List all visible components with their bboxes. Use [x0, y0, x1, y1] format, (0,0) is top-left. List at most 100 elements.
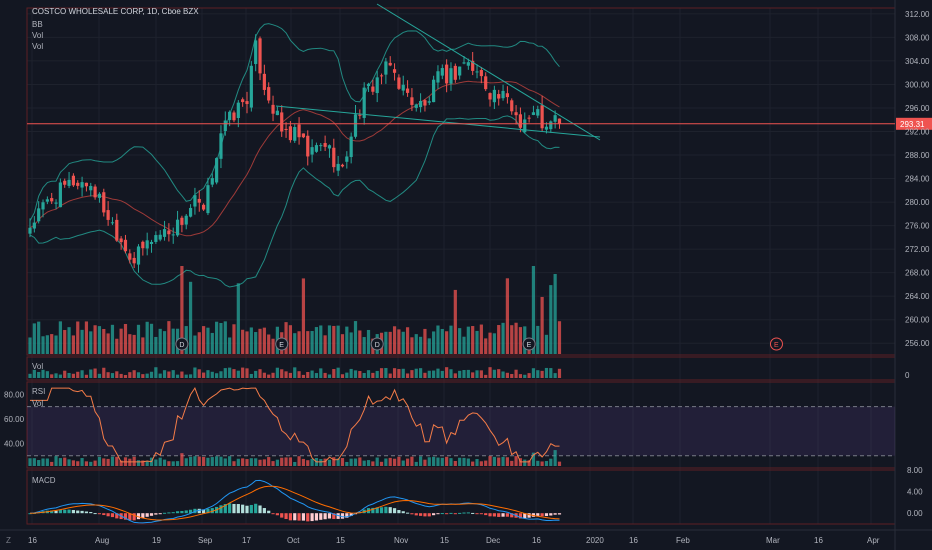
indicator-label-vol-2[interactable]: Vol [32, 42, 44, 51]
volume-bar [349, 332, 353, 354]
macd-tick-label: 8.00 [907, 466, 923, 475]
candle-body [58, 182, 62, 208]
candle-body [71, 175, 75, 186]
volume-bar [306, 331, 310, 354]
volume-bar [232, 324, 236, 354]
volume-bar [314, 327, 319, 354]
macd-pane-label[interactable]: MACD [32, 476, 56, 485]
indicator-label-vol[interactable]: Vol [32, 31, 44, 40]
volume-pane-bar [449, 369, 453, 378]
volume-pane-bar [97, 373, 102, 378]
rsi-volume-bar [219, 456, 223, 466]
macd-histogram-bar [484, 513, 488, 516]
volume-pane-bar [123, 374, 128, 378]
macd-histogram-bar [544, 513, 549, 517]
rsi-volume-bar [175, 461, 180, 466]
rsi-volume-bar [432, 456, 436, 466]
volume-bar [336, 325, 340, 354]
time-tick-label: Sep [198, 536, 213, 545]
macd-histogram-bar [523, 513, 527, 519]
macd-histogram-bar [462, 512, 466, 514]
rsi-volume-bar [119, 460, 123, 466]
rsi-volume-bar [423, 459, 427, 466]
candle-body [97, 193, 102, 198]
rsi-volume-bar [210, 457, 214, 466]
rsi-volume-bar [306, 460, 310, 466]
volume-pane-bar [327, 374, 332, 378]
candle-body [28, 227, 32, 234]
rsi-volume-bar [466, 458, 470, 466]
volume-bar [362, 337, 366, 354]
candle-body [475, 71, 479, 73]
volume-pane-bar [89, 369, 93, 378]
rsi-volume-bar [132, 456, 136, 466]
time-tick-label: 16 [532, 536, 541, 545]
volume-bar [484, 338, 488, 354]
indicator-label-bb[interactable]: BB [32, 20, 43, 29]
volume-pane-bar [241, 367, 245, 378]
volume-pane-bar [553, 373, 557, 378]
macd-histogram-bar [445, 513, 449, 515]
rsi-pane-label[interactable]: RSI [32, 387, 46, 396]
macd-histogram-bar [184, 510, 188, 514]
volume-pane-bar [188, 374, 193, 378]
macd-histogram-bar [54, 510, 58, 514]
volume-bar [223, 321, 227, 354]
volume-bar [310, 331, 314, 354]
candle-body [258, 38, 262, 74]
volume-pane-bar [453, 373, 457, 378]
rsi-volume-bar [280, 457, 284, 466]
volume-bar [210, 332, 214, 354]
rsi-volume-bar [557, 461, 562, 466]
rsi-band [27, 406, 895, 456]
rsi-volume-bar [167, 461, 171, 466]
volume-pane-bar [158, 373, 162, 378]
candle-body [89, 185, 93, 191]
volume-bar [206, 327, 210, 354]
macd-histogram-bar [50, 510, 54, 514]
candle-body [32, 222, 36, 229]
candle-body [549, 121, 553, 130]
volume-pane-label[interactable]: Vol [32, 362, 44, 371]
rsi-volume-bar [323, 458, 327, 466]
rsi-volume-bar [484, 460, 488, 466]
candle-body [427, 101, 431, 103]
volume-bar [405, 327, 410, 354]
macd-histogram-bar [306, 513, 310, 522]
pane-border [26, 7, 896, 356]
dividend-event-marker [370, 337, 384, 351]
candle-body [436, 71, 440, 83]
rsi-volume-bar [76, 461, 80, 466]
rsi-volume-bar [453, 461, 457, 466]
dividend-event-label: D [375, 342, 380, 349]
volume-pane-bar [384, 368, 388, 378]
bollinger-basis [29, 80, 560, 237]
candle-body [236, 102, 240, 118]
candle-body [54, 202, 58, 204]
candle-body [271, 104, 275, 114]
volume-pane-bar [50, 374, 54, 378]
rsi-volume-bar [310, 458, 314, 466]
volume-bar [497, 325, 501, 354]
macd-histogram-bar [518, 513, 523, 519]
candle-body [132, 257, 136, 264]
rsi-volume-bar [366, 460, 371, 466]
volume-pane-bar [275, 367, 279, 378]
volume-bar [219, 323, 223, 354]
candle-body [544, 126, 549, 130]
macd-histogram-bar [128, 513, 132, 521]
volume-bar [553, 274, 557, 354]
volume-bar [249, 327, 253, 354]
volume-pane-bar [388, 373, 392, 378]
rsi-volume-bar [553, 450, 557, 466]
candle-body [180, 217, 184, 225]
rsi-volume-bar [440, 457, 444, 466]
macd-histogram-bar [297, 513, 301, 521]
macd-histogram-bar [332, 513, 336, 520]
rsi-vol-label[interactable]: Vol [32, 399, 44, 408]
volume-pane-bar [466, 369, 470, 378]
bollinger-upper-band [29, 23, 560, 221]
candle-body [275, 110, 279, 116]
volume-pane-bar [28, 373, 32, 378]
